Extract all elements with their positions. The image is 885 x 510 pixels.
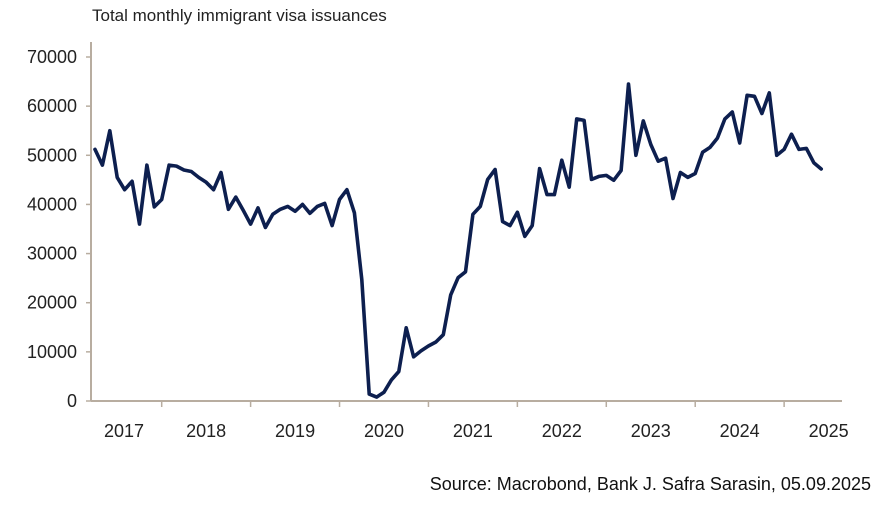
- x-tick-label: 2019: [275, 421, 315, 441]
- x-tick-label: 2025: [809, 421, 849, 441]
- x-tick-label: 2022: [542, 421, 582, 441]
- y-tick-label: 70000: [27, 47, 77, 67]
- y-tick-label: 50000: [27, 145, 77, 165]
- x-tick-label: 2018: [186, 421, 226, 441]
- y-axis: 0 10000 20000 30000 40000 50000 60000 70000: [27, 42, 92, 411]
- series-line: [93, 82, 823, 399]
- series-group: [93, 82, 823, 399]
- source-note: Source: Macrobond, Bank J. Safra Sarasin…: [429, 474, 871, 494]
- x-tick-label: 2023: [631, 421, 671, 441]
- x-tick-label: 2017: [104, 421, 144, 441]
- x-tick-label: 2021: [453, 421, 493, 441]
- y-tick-label: 10000: [27, 342, 77, 362]
- x-axis: 2017 2018 2019 2020 2021 2022 2023 2024 2025: [91, 400, 849, 441]
- x-tick-label: 2020: [364, 421, 404, 441]
- x-tick-label: 2024: [720, 421, 760, 441]
- y-tick-label: 30000: [27, 244, 77, 264]
- y-tick-label: 0: [67, 391, 77, 411]
- y-tick-label: 20000: [27, 293, 77, 313]
- y-tick-label: 60000: [27, 96, 77, 116]
- y-tick-label: 40000: [27, 194, 77, 214]
- chart-title: Total monthly immigrant visa issuances: [92, 6, 387, 25]
